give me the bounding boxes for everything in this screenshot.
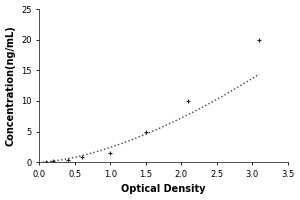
X-axis label: Optical Density: Optical Density: [121, 184, 206, 194]
Y-axis label: Concentration(ng/mL): Concentration(ng/mL): [6, 25, 16, 146]
